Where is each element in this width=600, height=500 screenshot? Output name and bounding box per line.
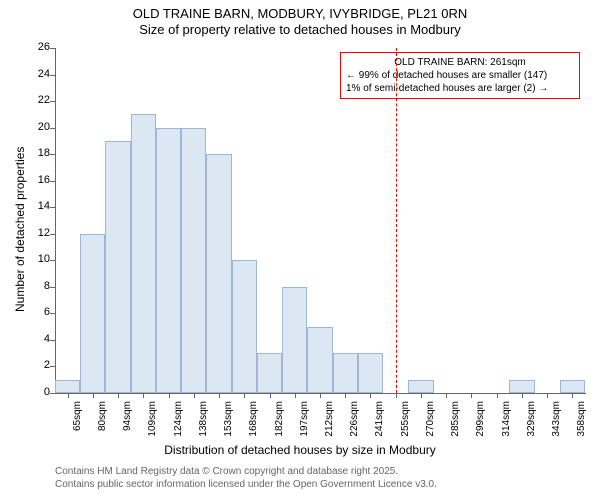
x-tick [270,393,271,398]
x-tick [497,393,498,398]
histogram-bar [509,380,534,393]
y-tick [50,287,55,288]
x-tick [143,393,144,398]
y-tick-label: 12 [20,227,50,239]
histogram-bar [282,287,307,393]
y-tick [50,154,55,155]
x-tick-label: 241sqm [374,401,385,445]
x-tick-label: 270sqm [425,401,436,445]
x-tick [244,393,245,398]
x-tick-label: 168sqm [248,401,259,445]
y-tick [50,128,55,129]
x-tick [370,393,371,398]
x-tick-label: 314sqm [501,401,512,445]
chart-subtitle: Size of property relative to detached ho… [0,22,600,37]
y-tick-label: 14 [20,200,50,212]
y-tick [50,181,55,182]
x-tick [194,393,195,398]
x-tick-label: 285sqm [450,401,461,445]
chart-title: OLD TRAINE BARN, MODBURY, IVYBRIDGE, PL2… [0,6,600,21]
x-tick-label: 343sqm [551,401,562,445]
histogram-bar [358,353,383,393]
histogram-bar [131,114,156,393]
y-tick-label: 18 [20,147,50,159]
x-tick-label: 124sqm [173,401,184,445]
y-tick [50,340,55,341]
reference-line [396,48,397,393]
y-tick-label: 6 [20,306,50,318]
annotation-line2: ← 99% of detached houses are smaller (14… [346,69,574,82]
histogram-bar [232,260,257,393]
attribution-line1: Contains HM Land Registry data © Crown c… [55,465,437,478]
histogram-bar [560,380,585,393]
y-tick-label: 4 [20,333,50,345]
x-tick-label: 138sqm [198,401,209,445]
x-tick-label: 153sqm [223,401,234,445]
y-tick-label: 24 [20,68,50,80]
attribution-line2: Contains public sector information licen… [55,478,437,491]
histogram-bar [80,234,105,393]
x-tick-label: 299sqm [475,401,486,445]
histogram-bar [105,141,130,393]
x-tick [93,393,94,398]
x-tick [471,393,472,398]
histogram-bar [181,128,206,393]
x-tick-label: 80sqm [97,401,108,445]
x-tick [421,393,422,398]
y-tick [50,101,55,102]
x-tick-label: 182sqm [274,401,285,445]
y-tick [50,366,55,367]
histogram-bar [206,154,231,393]
y-tick [50,207,55,208]
y-tick-label: 8 [20,280,50,292]
x-tick-label: 212sqm [324,401,335,445]
y-tick [50,313,55,314]
y-tick [50,48,55,49]
attribution: Contains HM Land Registry data © Crown c… [55,465,437,491]
y-tick-label: 2 [20,359,50,371]
x-tick-label: 255sqm [400,401,411,445]
y-tick-label: 16 [20,174,50,186]
y-tick-label: 20 [20,121,50,133]
annotation-box: OLD TRAINE BARN: 261sqm ← 99% of detache… [340,52,580,99]
x-tick [522,393,523,398]
x-tick [396,393,397,398]
y-tick [50,260,55,261]
histogram-bar [307,327,332,393]
y-tick-label: 26 [20,41,50,53]
histogram-bar [408,380,433,393]
x-tick-label: 329sqm [526,401,537,445]
x-tick [345,393,346,398]
y-tick [50,234,55,235]
annotation-line1: OLD TRAINE BARN: 261sqm [346,56,574,69]
x-tick-label: 358sqm [576,401,587,445]
x-axis-label: Distribution of detached houses by size … [0,443,600,457]
x-tick [295,393,296,398]
chart-container: OLD TRAINE BARN, MODBURY, IVYBRIDGE, PL2… [0,0,600,500]
x-tick [169,393,170,398]
y-tick-label: 10 [20,253,50,265]
x-tick-label: 197sqm [299,401,310,445]
x-tick [68,393,69,398]
y-tick-label: 0 [20,386,50,398]
histogram-bar [257,353,282,393]
x-tick [446,393,447,398]
x-tick [320,393,321,398]
annotation-line3: 1% of semi-detached houses are larger (2… [346,82,574,95]
x-tick-label: 65sqm [72,401,83,445]
x-tick [118,393,119,398]
x-tick [547,393,548,398]
x-tick [219,393,220,398]
histogram-bar [156,128,181,393]
histogram-bar [333,353,358,393]
x-tick-label: 94sqm [122,401,133,445]
x-tick-label: 226sqm [349,401,360,445]
y-tick [50,75,55,76]
y-tick-label: 22 [20,94,50,106]
y-tick [50,393,55,394]
x-tick [572,393,573,398]
x-tick-label: 109sqm [147,401,158,445]
histogram-bar [55,380,80,393]
